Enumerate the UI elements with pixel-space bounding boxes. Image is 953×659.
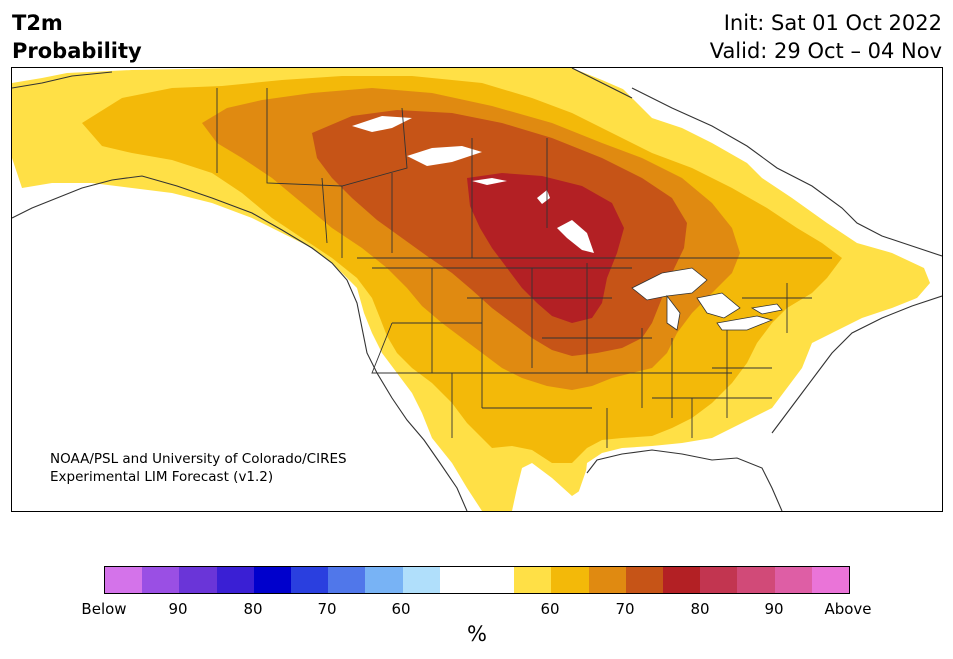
colorbar-tick-label: 70: [317, 600, 337, 618]
colorbar-tick-label: Above: [824, 600, 872, 618]
atlantic-ocean: [772, 283, 942, 488]
pacific-ocean: [12, 188, 467, 511]
colorbar-segment: [811, 567, 850, 593]
gulf-of-mexico: [572, 448, 942, 511]
colorbar-tick-label: 80: [690, 600, 710, 618]
colorbar-segment: [402, 567, 440, 593]
colorbar-segment: [514, 567, 552, 593]
colorbar-segment: [477, 567, 515, 593]
region-above-80: [467, 173, 624, 323]
colorbar-segment: [365, 567, 403, 593]
colorbar-segment: [105, 567, 143, 593]
colorbar-tick-label: 90: [764, 600, 784, 618]
map-panel: NOAA/PSL and University of Colorado/CIRE…: [11, 67, 943, 512]
colorbar-segment: [439, 567, 478, 593]
colorbar-segment: [700, 567, 738, 593]
hudson-bay: [572, 68, 942, 258]
colorbar-tick-label: 70: [615, 600, 635, 618]
colorbar-tick-label: Below: [81, 600, 127, 618]
credit-line-1: NOAA/PSL and University of Colorado/CIRE…: [50, 451, 347, 467]
colorbar-segment: [737, 567, 775, 593]
forecast-dates: Init: Sat 01 Oct 2022 Valid: 29 Oct – 04…: [710, 9, 942, 65]
colorbar-segment: [588, 567, 626, 593]
colorbar-tick-label: 60: [540, 600, 560, 618]
colorbar-segment: [253, 567, 292, 593]
colorbar-tick-label: 80: [243, 600, 263, 618]
colorbar-segment: [551, 567, 589, 593]
colorbar-tick-label: 60: [391, 600, 411, 618]
init-date: Init: Sat 01 Oct 2022: [723, 11, 942, 35]
canadian-lakes: [352, 116, 594, 253]
credit-line-2: Experimental LIM Forecast (v1.2): [50, 469, 274, 485]
colorbar-segment: [179, 567, 217, 593]
colorbar-segment: [328, 567, 366, 593]
political-borders: [216, 88, 832, 448]
colorbar-tick-label: 90: [168, 600, 188, 618]
title-line-2: Probability: [12, 39, 142, 63]
colorbar-segment: [663, 567, 701, 593]
credit-text: NOAA/PSL and University of Colorado/CIRE…: [50, 450, 347, 486]
probability-map: [12, 68, 942, 511]
colorbar-segment: [625, 567, 664, 593]
colorbar-segment: [216, 567, 254, 593]
colorbar-segment: [774, 567, 812, 593]
valid-range: Valid: 29 Oct – 04 Nov: [709, 39, 942, 63]
map-title: T2m Probability: [12, 9, 142, 65]
title-line-1: T2m: [12, 11, 63, 35]
colorbar-segment: [291, 567, 329, 593]
coastlines: [12, 68, 942, 511]
colorbar-segment: [142, 567, 180, 593]
great-lakes: [631, 267, 783, 331]
colorbar: [104, 566, 850, 594]
colorbar-unit: %: [467, 622, 487, 646]
